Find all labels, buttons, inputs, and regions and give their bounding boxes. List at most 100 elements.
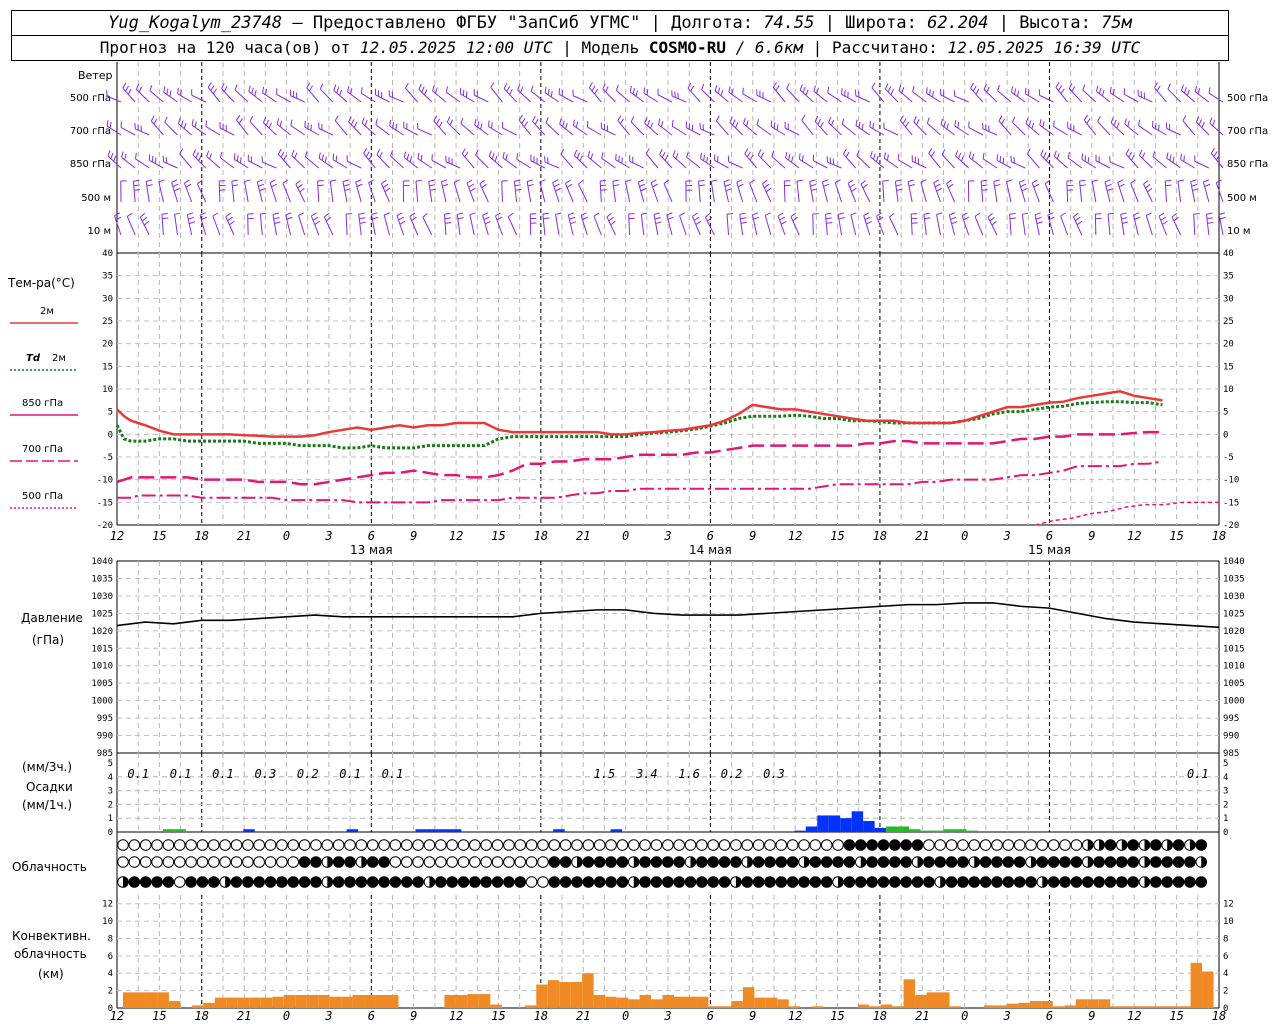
wind-barb (809, 181, 814, 203)
wind-barb (565, 183, 574, 203)
wind-barb-flag (162, 217, 169, 220)
wind-barb-flag (786, 83, 790, 89)
wind-barb (946, 183, 956, 203)
wind-barb-flag (729, 116, 733, 123)
conv-xtick: 3 (1002, 1009, 1010, 1023)
wind-barb (219, 127, 235, 136)
temp-xtick: 12 (449, 529, 463, 543)
conv-bar (651, 999, 663, 1008)
wind-barb-flag (884, 83, 889, 90)
cloud-fill-full (401, 876, 413, 888)
wind-barb-flag (149, 85, 153, 92)
wind-barb-flag (790, 212, 797, 218)
cloud-fill-half (1144, 876, 1150, 888)
wind-barb-flag (1084, 155, 1087, 162)
wind-barb (1194, 91, 1210, 103)
wind-barb (432, 90, 447, 103)
cloud-circle (196, 839, 209, 851)
wind-barb-flag (657, 118, 661, 125)
wind-barb (657, 94, 673, 103)
wind-barb (199, 215, 207, 236)
cloud-fill-half (804, 856, 810, 868)
conv-unit: (км) (38, 967, 64, 981)
wind-barb (941, 154, 955, 169)
wind-barb (310, 215, 320, 236)
conv-ytick-left: 4 (108, 969, 113, 979)
wind-barb-flag (384, 187, 391, 193)
wind-barb-flag (1198, 119, 1203, 125)
wind-barb (149, 90, 164, 103)
wind-barb-flag (353, 122, 358, 128)
wind-barb-flag (916, 119, 920, 125)
precip-title: Осадки (26, 780, 73, 794)
wind-barb-flag (687, 82, 692, 89)
wind-barb (587, 156, 602, 169)
wind-barb-flag (251, 87, 254, 94)
wind-barb (318, 128, 334, 136)
conv-ytick-right: 4 (1223, 969, 1228, 979)
wind-barb (390, 155, 404, 169)
wind-barb (428, 181, 433, 203)
cloud-circle (366, 839, 379, 851)
wind-barb-flag (484, 221, 491, 225)
conv-bar (938, 992, 950, 1008)
cloud-circle (457, 839, 470, 851)
wind-barb-flag (114, 212, 120, 217)
precip-3h-amount: 3.4 (635, 767, 658, 781)
wind-barb (899, 120, 913, 136)
precip-bar (954, 829, 967, 832)
wind-barb (1166, 128, 1181, 136)
cloud-circle (934, 839, 947, 851)
wind-barb (306, 87, 320, 103)
wind-barb-flag (225, 212, 231, 218)
cloud-circle (310, 839, 322, 851)
press-ytick-right: 1010 (1223, 662, 1245, 672)
wind-barb (544, 161, 560, 169)
precip-3h-amount: 0.3 (763, 767, 785, 781)
wind-barb (368, 182, 376, 203)
wind-barb (1021, 214, 1026, 236)
wind-barb-flag (661, 152, 666, 158)
cloud-fill-full (855, 839, 867, 851)
cloud-fill-full (900, 856, 912, 868)
wind-barb-flag (273, 217, 280, 220)
wind-barb-flag (1154, 82, 1159, 89)
pressure-line (116, 602, 1220, 629)
cloud-circle (707, 839, 720, 851)
conv-bar (811, 1006, 824, 1008)
precip-bar (243, 829, 255, 832)
wind-barb-flag (209, 153, 212, 160)
cloud-fill-full (855, 876, 867, 888)
press-ytick-right: 990 (1223, 732, 1239, 742)
cloud-circle (298, 839, 311, 851)
press-ytick-left: 1015 (91, 644, 113, 654)
wind-barb (475, 154, 489, 169)
temp-xtick: 15 (830, 529, 844, 543)
cloud-fill-full (185, 876, 197, 888)
legend-label: 700 гПа (22, 444, 63, 455)
wind-barb-flag (445, 86, 448, 93)
wind-barb-flag (823, 183, 830, 187)
wind-barb (1110, 122, 1125, 136)
wind-barb-flag (495, 212, 501, 217)
wind-barb-flag (1194, 85, 1198, 92)
wind-barb-flag (433, 115, 438, 122)
wind-barb-flag (122, 82, 127, 89)
cloud-circle (389, 856, 402, 868)
wind-barb-flag (820, 121, 824, 128)
wind-barb (490, 87, 503, 103)
wind-barb (686, 127, 701, 136)
wind-level-left: 700 гПа (70, 126, 111, 137)
wind-barb-flag (432, 85, 435, 92)
wind-barb (513, 181, 518, 203)
wind-barb-flag (809, 179, 816, 182)
wind-barb-flag (1034, 212, 1041, 216)
wind-barb-flag (887, 86, 892, 93)
wind-barb-flag (560, 148, 565, 155)
wind-barb (645, 153, 659, 169)
wind-barb-flag (629, 85, 632, 92)
wind-barb-flag (975, 88, 980, 95)
cloud-fill-full (912, 876, 923, 888)
wind-barb-flag (1026, 148, 1031, 155)
cloud-fill-half (429, 876, 435, 888)
